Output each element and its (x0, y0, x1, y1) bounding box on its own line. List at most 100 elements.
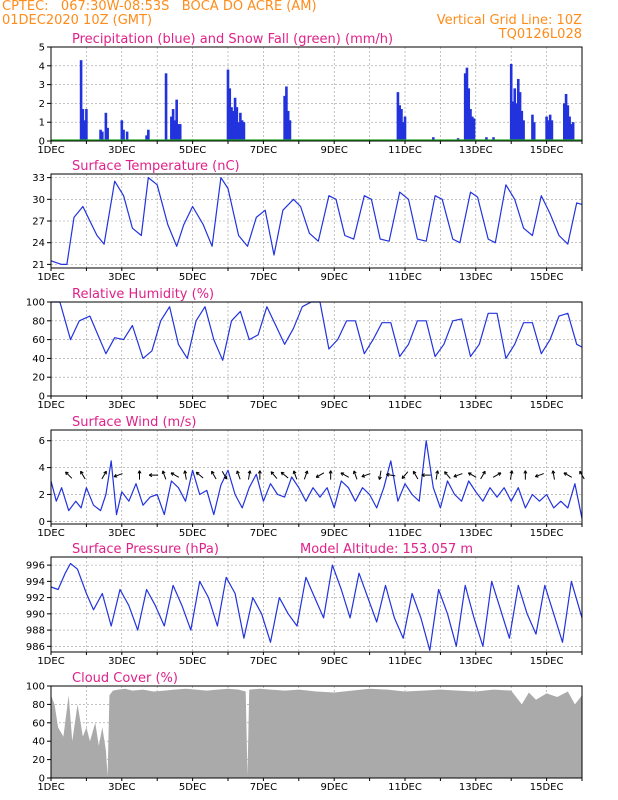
precip-bar (164, 73, 168, 141)
precip-bar (104, 112, 108, 141)
x-tick-label: 5DEC (179, 528, 206, 539)
panel-annotation: Model Altitude: 153.057 m (300, 542, 473, 557)
x-tick-label: 1DEC (37, 656, 64, 667)
precip-bar (568, 116, 571, 141)
x-tick-label: 5DEC (179, 145, 206, 156)
x-tick-label: 13DEC (459, 272, 493, 283)
wind-arrow (315, 472, 325, 478)
precip-bar (522, 120, 525, 141)
x-tick-label: 15DEC (530, 656, 564, 667)
panel-title: Relative Humidity (%) (72, 287, 214, 302)
x-tick-label: 15DEC (530, 528, 564, 539)
x-tick-label: 5DEC (179, 782, 206, 793)
wind-arrow (563, 472, 572, 478)
precip-bar (469, 109, 472, 141)
wind-arrow (421, 473, 431, 478)
y-tick-label: 986 (26, 642, 45, 653)
precip-bar (398, 105, 401, 141)
x-tick-label: 13DEC (459, 528, 493, 539)
precip-bar (170, 116, 173, 141)
wind-arrow (480, 470, 486, 480)
y-tick-label: 0 (39, 392, 45, 403)
precip-bar (401, 122, 405, 141)
precip-bar (564, 94, 568, 141)
precip-bar (178, 124, 182, 141)
x-tick-label: 3DEC (108, 528, 135, 539)
precip-bar (520, 110, 524, 141)
x-tick-label: 15DEC (530, 272, 564, 283)
precip-bar (545, 116, 548, 141)
wind-arrow (211, 470, 217, 480)
precip-bar (237, 122, 240, 141)
y-tick-label: 0 (39, 137, 45, 148)
panel-2: 0 20 40 60 80 100 1DEC 3DEC 5DEC 7DEC 9DEC 11DEC 13D… (26, 287, 583, 411)
wind-arrow (280, 471, 289, 479)
x-tick-label: 13DEC (459, 400, 493, 411)
precip-bar (106, 127, 109, 141)
x-tick-label: 5DEC (179, 400, 206, 411)
panel-3: 0 2 4 6 1DEC 3DEC 5DEC 7DEC 9DEC 11DEC 13DEC 15DEC S… (37, 415, 585, 539)
y-tick-label: 3 (39, 80, 45, 91)
precip-bar (571, 122, 575, 141)
panel-4: 986 988 990 992 994 996 1DEC 3DEC 5DEC 7DEC 9DEC 11… (26, 542, 583, 667)
precip-bar (550, 120, 554, 141)
panel-title: Surface Temperature (nC) (72, 159, 240, 174)
x-tick-label: 5DEC (179, 656, 206, 667)
precip-bar (516, 78, 520, 141)
wind-arrow (303, 470, 309, 480)
wind-arrow (523, 470, 528, 480)
panel-title: Cloud Cover (%) (72, 671, 178, 686)
precip-bar (515, 103, 518, 141)
wind-arrow (377, 470, 382, 480)
precip-bar (566, 105, 570, 141)
y-tick-label: 30 (32, 195, 45, 206)
y-tick-label: 992 (26, 593, 45, 604)
series-line (50, 562, 583, 651)
precip-bar (465, 67, 469, 141)
precip-bar (232, 110, 235, 141)
wind-arrow (551, 470, 556, 480)
x-tick-label: 7DEC (250, 656, 277, 667)
wind-arrow (257, 470, 262, 480)
wind-arrow (328, 470, 333, 480)
x-tick-label: 11DEC (388, 782, 422, 793)
precip-bar (472, 118, 476, 141)
precip-bar (286, 110, 290, 141)
wind-arrow (386, 472, 396, 477)
precip-bar (230, 107, 233, 141)
precip-bar (226, 69, 230, 141)
y-tick-label: 24 (32, 238, 45, 249)
panel-frame (50, 301, 583, 397)
precip-bar (145, 135, 148, 141)
precip-bar (467, 88, 471, 141)
wind-arrow (170, 472, 180, 478)
precip-bar (125, 131, 129, 141)
precip-bar (99, 129, 102, 141)
panel-frame (50, 173, 583, 269)
precip-bar (492, 137, 495, 141)
precip-bar (171, 109, 175, 141)
x-tick-label: 15DEC (530, 400, 564, 411)
y-tick-label: 1 (39, 118, 45, 129)
x-tick-label: 15DEC (530, 145, 564, 156)
panel-frame (50, 46, 583, 142)
x-tick-label: 11DEC (388, 272, 422, 283)
series-line (50, 177, 583, 265)
series-line (51, 301, 583, 361)
panel-frame (50, 429, 583, 525)
y-tick-label: 60 (32, 718, 45, 729)
wind-arrow (401, 471, 409, 480)
precip-bar (463, 73, 467, 141)
x-tick-label: 9DEC (321, 782, 348, 793)
panel-title: Precipitation (blue) and Snow Fall (gree… (72, 32, 393, 47)
wind-arrow (270, 471, 278, 479)
header-date: 01DEC2020 10Z (GMT) (2, 13, 153, 28)
x-tick-label: 3DEC (108, 400, 135, 411)
precip-bar (485, 137, 488, 141)
wind-arrow (453, 473, 463, 478)
series-line (50, 440, 583, 519)
y-tick-label: 6 (39, 436, 45, 447)
y-tick-label: 100 (26, 298, 45, 309)
precip-bar (470, 116, 474, 141)
y-tick-label: 996 (26, 561, 45, 572)
